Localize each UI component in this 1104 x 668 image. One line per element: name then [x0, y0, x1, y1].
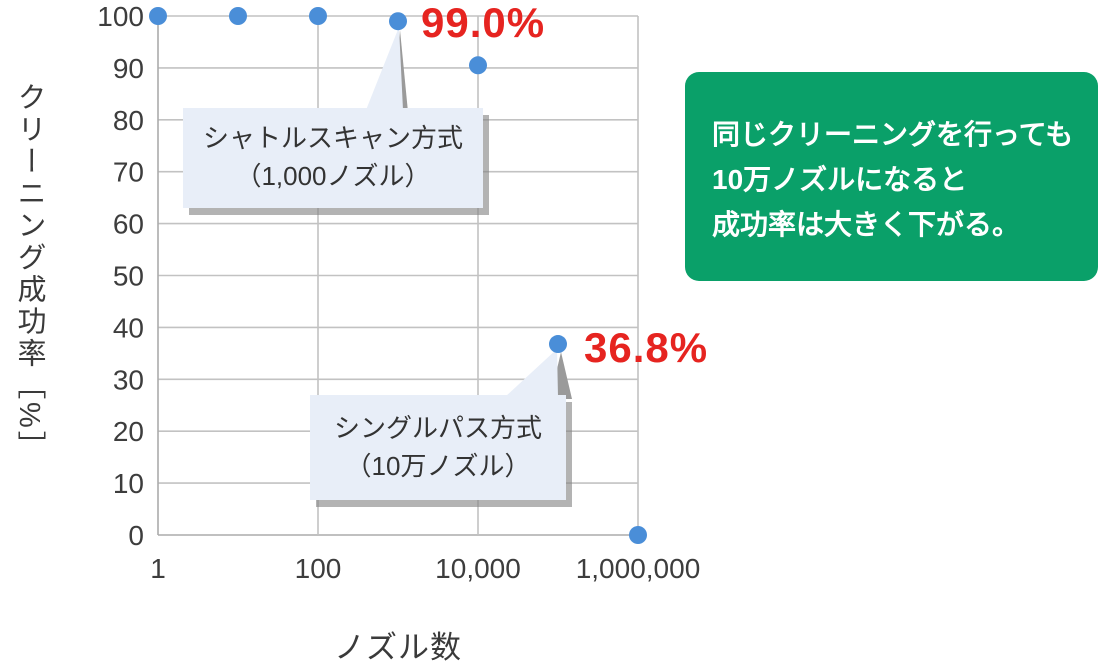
y-tick-label: 20	[113, 416, 144, 447]
data-point	[469, 56, 487, 75]
y-axis-title: クリーニング成功率［%］	[13, 82, 45, 463]
callout-shuttle-scan-line2: （1,000ノズル）	[235, 161, 431, 191]
x-tick-label: 100	[295, 553, 342, 584]
y-tick-label: 70	[113, 157, 144, 188]
callout-single-pass: シングルパス方式 （10万ノズル）	[310, 395, 566, 500]
note-box: 同じクリーニングを行っても 10万ノズルになると 成功率は大きく下がる。	[685, 72, 1098, 281]
callout-shuttle-tail	[366, 27, 403, 110]
y-tick-label: 100	[97, 1, 144, 32]
callout-single-pass-line2: （10万ノズル）	[345, 450, 531, 481]
note-line1: 同じクリーニングを行っても	[712, 119, 1074, 150]
y-tick-label: 10	[113, 468, 144, 499]
y-tick-label: 60	[113, 209, 144, 240]
y-tick-label: 80	[113, 105, 144, 136]
x-tick-label: 1,000,000	[576, 553, 701, 584]
annotation-36-percent: 36.8%	[584, 324, 709, 371]
x-tick-label: 1	[150, 553, 166, 584]
callout-single-tail	[505, 349, 558, 397]
data-point	[149, 7, 167, 25]
y-tick-label: 0	[128, 520, 144, 551]
data-point	[309, 7, 327, 25]
note-line2: 10万ノズルになると	[712, 164, 968, 195]
data-point	[629, 526, 647, 544]
data-point	[389, 12, 407, 31]
callout-shuttle-scan-line1: シャトルスキャン方式	[202, 123, 463, 154]
data-point	[229, 7, 247, 25]
callout-shuttle-scan: シャトルスキャン方式 （1,000ノズル）	[183, 108, 483, 208]
callout-single-pass-line1: シングルパス方式	[333, 412, 542, 443]
annotation-99-percent: 99.0%	[421, 0, 546, 46]
x-axis-title: ノズル数	[334, 630, 462, 665]
data-point	[549, 335, 567, 354]
y-tick-label: 50	[113, 261, 144, 292]
y-tick-label: 90	[113, 53, 144, 84]
note-line3: 成功率は大きく下がる。	[712, 209, 1021, 240]
y-tick-label: 30	[113, 364, 144, 395]
y-tick-label: 40	[113, 312, 144, 343]
x-tick-label: 10,000	[435, 553, 521, 584]
